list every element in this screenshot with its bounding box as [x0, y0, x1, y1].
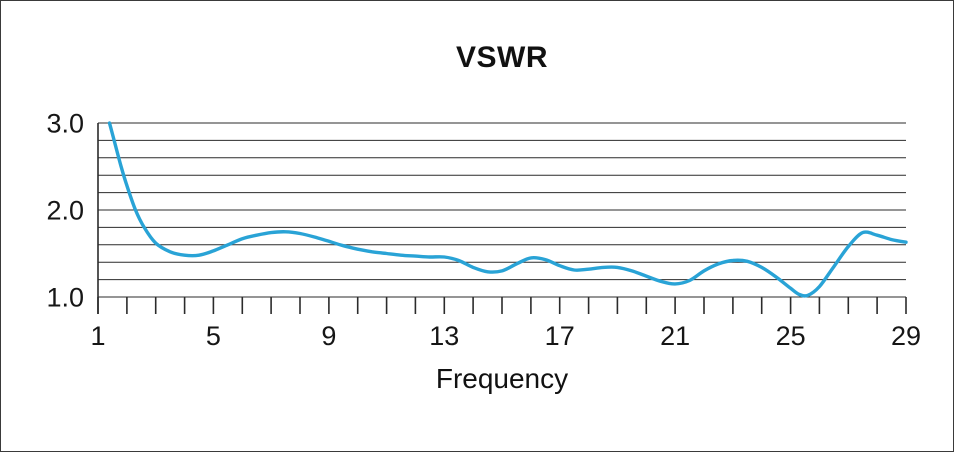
- x-axis-label: Frequency: [435, 363, 569, 394]
- y-tick-label: 2.0: [46, 195, 84, 225]
- x-tick-label: 17: [545, 321, 575, 351]
- x-tick-label: 5: [206, 321, 221, 351]
- y-tick-label: 1.0: [46, 282, 84, 312]
- x-tick-label: 25: [776, 321, 806, 351]
- x-tick-label: 13: [429, 321, 459, 351]
- vswr-curve: [107, 121, 908, 298]
- chart-title: VSWR: [456, 41, 548, 74]
- y-tick-label: 3.0: [46, 108, 84, 138]
- x-tick-label: 29: [891, 321, 921, 351]
- x-tick-label: 9: [321, 321, 336, 351]
- x-tick-label: 21: [660, 321, 690, 351]
- x-tick-label: 1: [90, 321, 105, 351]
